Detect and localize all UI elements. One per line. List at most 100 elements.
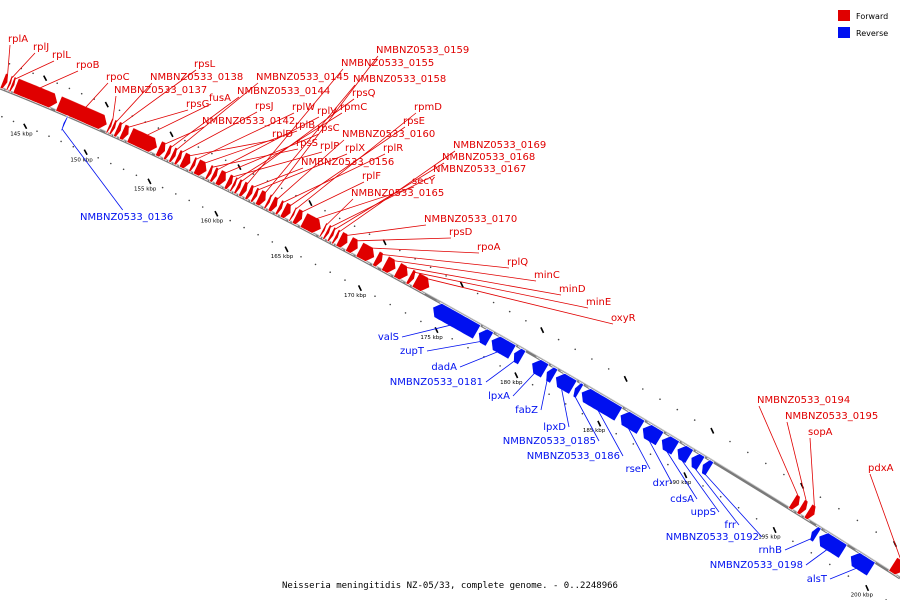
minor-tick-top [280, 187, 283, 190]
gene-body [244, 183, 256, 201]
minor-tick-top [324, 209, 326, 212]
leader-line [459, 351, 499, 368]
leader-line [84, 82, 109, 109]
gene-label-nmbnz0533-0142: NMBNZ0533_0142 [202, 116, 295, 127]
gene-highlight [363, 241, 379, 251]
leader-line [334, 162, 445, 230]
legend-reverse-swatch [838, 27, 850, 38]
gene-label-fabz: fabZ [515, 405, 538, 416]
minor-tick-bottom [300, 255, 302, 258]
minor-tick-bottom [737, 506, 740, 509]
minor-tick-bottom [467, 346, 469, 349]
minor-tick-top [525, 320, 527, 322]
minor-tick-bottom [271, 241, 274, 243]
gene-highlight [578, 380, 585, 385]
gene-label-nmbnz0533-0138: NMBNZ0533_0138 [150, 72, 243, 83]
gene-highlight [274, 195, 281, 200]
gene-label-nmbnz0533-0155: NMBNZ0533_0155 [341, 58, 434, 69]
minor-tick-bottom [499, 365, 501, 367]
gene-highlight [585, 384, 623, 408]
gene-highlight [286, 201, 295, 207]
minor-tick-bottom [792, 540, 794, 543]
gene-highlight [694, 450, 706, 458]
gene-label-mind: minD [559, 284, 586, 295]
gene-label-nmbnz0533-0169: NMBNZ0533_0169 [453, 140, 546, 151]
minor-tick-bottom [531, 383, 534, 386]
gene-body [488, 333, 517, 360]
minor-tick-top [729, 440, 731, 443]
gene-label-vals: valS [378, 332, 399, 343]
minor-tick-bottom [702, 485, 704, 487]
gene-label-nmbnz0533-0137: NMBNZ0533_0137 [114, 85, 207, 96]
gene-highlight [175, 146, 180, 150]
major-tick [284, 246, 289, 253]
leader-line [112, 95, 117, 121]
gene-rpob [12, 77, 61, 110]
tick-label: 200 kbp [851, 592, 874, 598]
gene-rplq [371, 250, 387, 269]
minor-tick-bottom [344, 279, 346, 281]
gene-label-rplx: rplX [345, 143, 365, 154]
gene-body [204, 164, 215, 181]
gene-label-lpxd: lpxD [543, 422, 566, 433]
major-tick [683, 472, 688, 479]
tick-label: 180 kbp [500, 380, 523, 386]
gene-highlight [646, 421, 665, 433]
gene-pdxa [888, 556, 900, 578]
gene-label-rpoc: rpoC [106, 72, 130, 83]
gene-body [639, 422, 665, 447]
tick-label: 160 kbp [201, 219, 224, 225]
gene-label-rpsj: rpsJ [255, 101, 274, 112]
gene-body [570, 381, 585, 399]
gene-body [237, 180, 251, 199]
minor-tick-bottom [36, 130, 38, 132]
gene-body [579, 386, 624, 422]
major-tick [357, 285, 363, 292]
gene-cdsa [658, 432, 681, 456]
gene-body [8, 76, 18, 93]
gene-body [126, 127, 159, 155]
gene-label-rpmc: rpmC [340, 102, 367, 113]
gene-label-rpsc: rpsC [317, 123, 340, 134]
gene-nmbnz0533-0142 [154, 140, 169, 159]
gene-body [888, 556, 900, 578]
major-tick [147, 178, 152, 185]
gene-label-zupt: zupT [400, 346, 425, 357]
minor-tick-bottom [564, 403, 567, 405]
gene-arrows [0, 72, 900, 578]
gene-body [673, 442, 695, 464]
leader-line [426, 341, 482, 352]
minor-tick-top [80, 92, 83, 95]
legend: Forward Reverse [838, 10, 888, 38]
gene-body [326, 226, 338, 243]
gene-label-rpsg: rpsG [186, 99, 209, 110]
major-tick [514, 372, 519, 379]
minor-tick-bottom [374, 295, 376, 298]
minor-tick-bottom [175, 193, 177, 195]
gene-body [154, 140, 169, 159]
minor-tick-top [574, 348, 576, 351]
gene-body [291, 208, 306, 227]
minor-tick-top [819, 496, 822, 499]
minor-tick-bottom [72, 145, 75, 148]
gene-label-rplq: rplQ [507, 257, 528, 268]
leader-line [38, 70, 79, 89]
leader-line [405, 266, 562, 296]
gene-label-alst: alsT [807, 574, 828, 585]
minor-tick-top [508, 310, 511, 313]
leader-line [346, 224, 427, 236]
gene-highlight [896, 556, 900, 560]
minor-tick-top [8, 63, 11, 65]
gene-nmbnz0533-0145 [167, 146, 180, 164]
minor-tick-bottom [667, 463, 669, 466]
leader-line [786, 421, 808, 503]
gene-body [254, 189, 270, 208]
minor-tick-bottom [135, 174, 138, 177]
minor-tick-bottom [420, 320, 422, 323]
major-tick [42, 75, 48, 82]
gene-body [528, 356, 550, 379]
leader-line [314, 186, 415, 220]
gene-label-rplw: rplW [292, 102, 315, 113]
major-tick [540, 327, 545, 334]
leader-line [485, 360, 516, 383]
